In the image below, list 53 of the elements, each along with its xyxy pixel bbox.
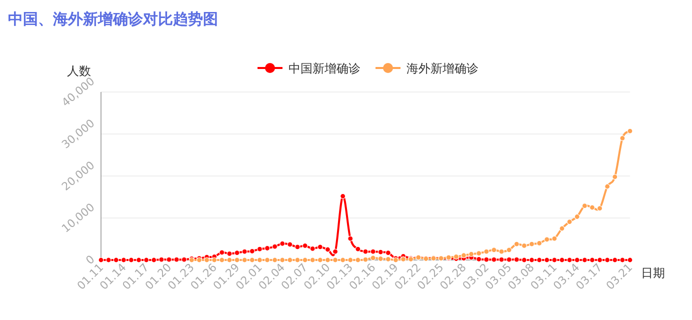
chart-title: 中国、海外新增确诊对比趋势图: [8, 10, 218, 28]
point: [566, 218, 572, 225]
point: [627, 128, 633, 134]
point: [620, 135, 626, 141]
point: [468, 251, 474, 257]
point: [528, 241, 535, 247]
point: [460, 252, 467, 258]
point: [544, 236, 550, 242]
point: [348, 257, 354, 263]
point: [536, 240, 542, 246]
point: [204, 257, 210, 263]
point: [582, 203, 588, 209]
point: [552, 236, 558, 242]
point: [355, 257, 361, 263]
point: [264, 257, 270, 263]
point: [362, 256, 368, 262]
point: [272, 257, 278, 263]
point: [498, 248, 504, 254]
point: [219, 257, 225, 263]
point: [302, 257, 308, 263]
point: [234, 257, 240, 263]
point: [506, 247, 512, 253]
point: [589, 204, 596, 210]
point: [385, 256, 391, 262]
point: [491, 247, 497, 253]
point: [212, 257, 218, 263]
point: [242, 257, 248, 263]
point: [370, 255, 376, 261]
point: [453, 254, 459, 260]
point: [287, 257, 293, 263]
point: [294, 257, 300, 263]
point: [559, 226, 565, 232]
point: [324, 257, 331, 263]
point: [400, 256, 406, 262]
point: [378, 256, 384, 262]
point: [280, 257, 286, 263]
point: [612, 174, 618, 180]
x-axis-title: 日期: [641, 266, 665, 280]
point: [484, 248, 490, 254]
point: [226, 257, 232, 263]
legend-label: 中国新增确诊: [288, 62, 360, 76]
y-axis-title: 人数: [67, 64, 91, 78]
point: [604, 184, 610, 190]
point: [249, 257, 255, 263]
point: [514, 241, 520, 247]
legend-label: 海外新增确诊: [406, 62, 478, 76]
point: [310, 257, 316, 263]
point: [256, 257, 262, 263]
point: [574, 214, 580, 220]
point: [317, 257, 323, 263]
point: [332, 257, 338, 263]
point: [596, 206, 603, 212]
point: [340, 257, 346, 263]
